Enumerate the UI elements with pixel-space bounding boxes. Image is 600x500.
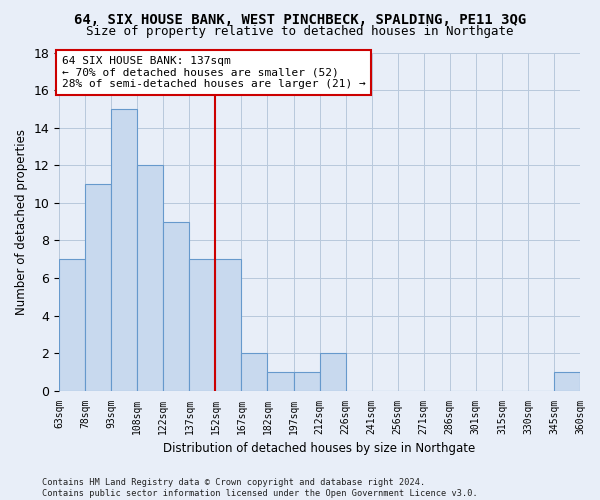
Bar <box>163 222 190 391</box>
Bar <box>293 372 320 391</box>
Bar <box>59 259 85 391</box>
Text: 64 SIX HOUSE BANK: 137sqm
← 70% of detached houses are smaller (52)
28% of semi-: 64 SIX HOUSE BANK: 137sqm ← 70% of detac… <box>62 56 365 89</box>
Bar <box>190 259 215 391</box>
Text: Contains HM Land Registry data © Crown copyright and database right 2024.
Contai: Contains HM Land Registry data © Crown c… <box>42 478 478 498</box>
Bar <box>320 353 346 391</box>
Text: Size of property relative to detached houses in Northgate: Size of property relative to detached ho… <box>86 25 514 38</box>
Bar <box>111 109 137 391</box>
Bar <box>137 166 163 391</box>
Bar <box>85 184 111 391</box>
Bar <box>241 353 268 391</box>
Y-axis label: Number of detached properties: Number of detached properties <box>15 128 28 314</box>
X-axis label: Distribution of detached houses by size in Northgate: Distribution of detached houses by size … <box>163 442 476 455</box>
Bar <box>215 259 241 391</box>
Text: 64, SIX HOUSE BANK, WEST PINCHBECK, SPALDING, PE11 3QG: 64, SIX HOUSE BANK, WEST PINCHBECK, SPAL… <box>74 12 526 26</box>
Bar <box>554 372 580 391</box>
Bar <box>268 372 293 391</box>
